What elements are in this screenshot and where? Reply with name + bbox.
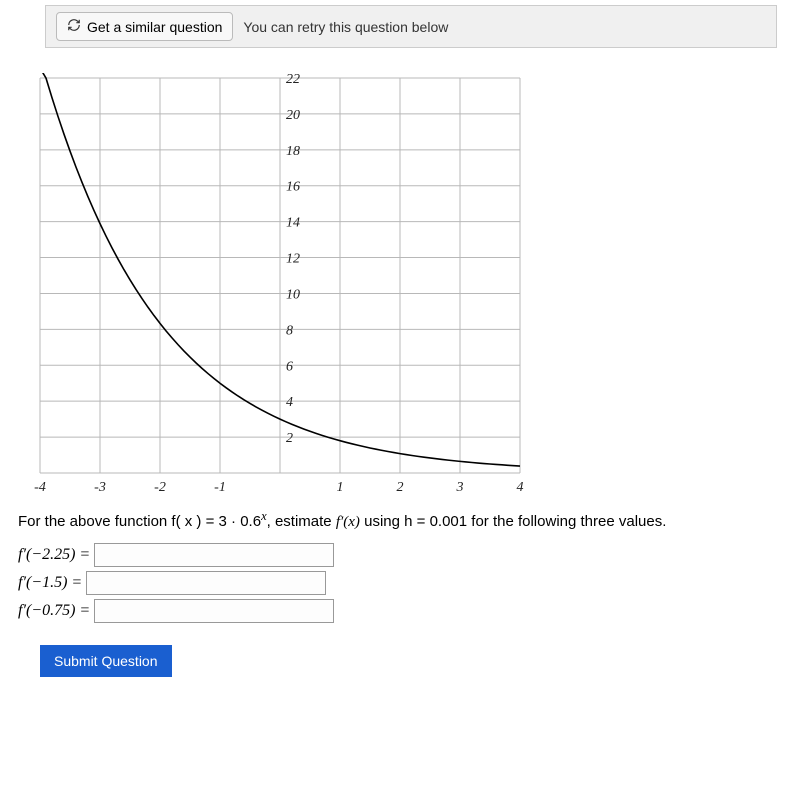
input-label: f′(−1.5) =: [18, 574, 82, 592]
svg-text:6: 6: [286, 359, 293, 374]
svg-text:-3: -3: [94, 480, 106, 495]
svg-text:12: 12: [286, 252, 300, 267]
answer-input-1[interactable]: [86, 571, 326, 595]
answer-input-2[interactable]: [94, 599, 334, 623]
svg-text:1: 1: [337, 480, 344, 495]
retry-text: You can retry this question below: [243, 19, 448, 35]
svg-text:20: 20: [286, 108, 300, 123]
svg-text:4: 4: [286, 395, 293, 410]
function-chart: 246810121416182022-4-3-2-11234: [20, 68, 807, 503]
svg-text:22: 22: [286, 72, 300, 87]
chart-svg: 246810121416182022-4-3-2-11234: [20, 68, 540, 498]
svg-text:8: 8: [286, 323, 293, 338]
question-text: For the above function f( x ) = 3 · 0.6x…: [18, 508, 797, 533]
svg-text:2: 2: [286, 431, 293, 446]
svg-text:-1: -1: [214, 480, 226, 495]
input-label: f′(−0.75) =: [18, 602, 90, 620]
submit-button[interactable]: Submit Question: [40, 645, 172, 677]
input-row: f′(−2.25) =: [18, 543, 797, 567]
svg-text:4: 4: [517, 480, 524, 495]
svg-text:2: 2: [397, 480, 404, 495]
refresh-icon: [67, 18, 81, 35]
svg-text:14: 14: [286, 216, 300, 231]
svg-text:-2: -2: [154, 480, 166, 495]
input-row: f′(−0.75) =: [18, 599, 797, 623]
inputs-container: f′(−2.25) = f′(−1.5) = f′(−0.75) =: [0, 543, 807, 623]
svg-text:-4: -4: [34, 480, 46, 495]
answer-input-0[interactable]: [94, 543, 334, 567]
svg-text:18: 18: [286, 144, 300, 159]
svg-text:16: 16: [286, 180, 300, 195]
get-similar-button[interactable]: Get a similar question: [56, 12, 233, 41]
top-bar: Get a similar question You can retry thi…: [45, 5, 777, 48]
input-row: f′(−1.5) =: [18, 571, 797, 595]
svg-text:3: 3: [456, 480, 464, 495]
get-similar-label: Get a similar question: [87, 19, 222, 35]
input-label: f′(−2.25) =: [18, 546, 90, 564]
svg-text:10: 10: [286, 287, 300, 302]
